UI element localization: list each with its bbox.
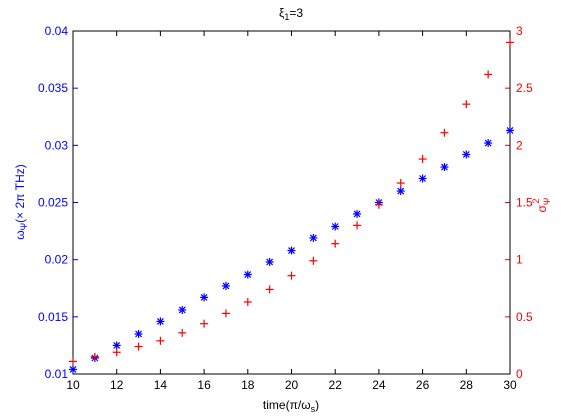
marker-stroke	[441, 163, 448, 171]
right-y-tick-label: 2.5	[516, 81, 533, 95]
asterisk-point	[462, 150, 471, 159]
x-tick-label: 24	[372, 378, 386, 392]
right-y-tick-label: 0	[516, 367, 523, 381]
plus-point	[353, 221, 362, 230]
x-axis-label: time(π/ωs)	[263, 398, 319, 414]
plus-point	[69, 357, 77, 366]
asterisk-point	[353, 209, 362, 218]
marker-stroke	[156, 317, 164, 325]
marker-stroke	[178, 306, 186, 314]
plot-area	[73, 31, 510, 374]
left-y-tick-label: 0.035	[38, 81, 68, 95]
x-tick-label: 18	[241, 378, 255, 392]
asterisk-point	[112, 341, 121, 350]
chart-title: ξ1=3	[279, 6, 303, 22]
x-tick-label: 22	[329, 378, 343, 392]
left-y-tick-label: 0.03	[45, 138, 69, 152]
plus-point	[156, 336, 165, 345]
plus-point	[462, 100, 471, 109]
asterisk-point	[134, 329, 143, 338]
asterisk-point	[200, 293, 209, 302]
plus-point	[396, 179, 405, 188]
plot-frame	[72, 30, 511, 375]
right-y-axis: 0 0.5 1 1.5 2 2.5 3	[505, 24, 533, 381]
marker-stroke	[353, 210, 361, 218]
plus-point	[90, 352, 99, 361]
marker-stroke	[113, 341, 121, 349]
right-y-tick-label: 2	[516, 138, 523, 152]
left-y-axis: 0.01 0.015 0.02 0.025 0.03 0.035 0.04	[38, 24, 78, 381]
asterisk-point	[506, 126, 514, 135]
marker-stroke	[288, 247, 295, 254]
left-y-tick-label: 0.025	[38, 196, 68, 210]
asterisk-point	[243, 270, 252, 279]
marker-stroke	[244, 271, 252, 278]
x-tick-label: 16	[197, 378, 211, 392]
marker-stroke	[397, 187, 405, 195]
marker-stroke	[266, 258, 274, 266]
right-y-tick-label: 1.5	[516, 196, 533, 210]
right-y-axis-label: σΨ2	[531, 198, 552, 213]
plus-point	[265, 285, 274, 294]
x-tick-label: 12	[110, 378, 124, 392]
plus-point	[484, 70, 493, 79]
x-tick-label: 20	[285, 378, 299, 392]
asterisk-point	[156, 317, 165, 326]
x-tick-label: 30	[503, 378, 517, 392]
left-y-tick-label: 0.04	[45, 24, 69, 38]
marker-stroke	[331, 223, 339, 230]
asterisk-point	[418, 174, 427, 183]
plus-point	[178, 328, 187, 337]
marker-stroke	[69, 366, 77, 373]
asterisk-point	[396, 187, 405, 196]
asterisk-point	[331, 222, 340, 231]
marker-stroke	[135, 330, 142, 338]
left-y-tick-label: 0.01	[45, 367, 69, 381]
asterisk-point	[221, 281, 230, 290]
x-axis: 10 12 14 16 18 20 22 24 26 28 30	[66, 31, 517, 392]
marker-stroke	[222, 282, 230, 290]
left-y-tick-label: 0.02	[45, 253, 69, 267]
plus-point	[440, 128, 449, 137]
right-y-tick-label: 0.5	[516, 310, 533, 324]
left-y-tick-label: 0.015	[38, 310, 68, 324]
marker-stroke	[462, 151, 470, 158]
marker-stroke	[419, 175, 427, 182]
asterisk-point	[178, 305, 187, 314]
sigma-series	[69, 38, 514, 366]
asterisk-point	[69, 365, 77, 374]
asterisk-point	[440, 163, 449, 172]
marker-stroke	[309, 234, 317, 242]
x-tick-label: 26	[416, 378, 430, 392]
plus-point	[221, 309, 230, 318]
plus-point	[112, 348, 121, 357]
right-y-tick-label: 1	[516, 253, 523, 267]
marker-stroke	[484, 139, 492, 147]
asterisk-point	[265, 257, 274, 266]
x-tick-label: 28	[460, 378, 474, 392]
plus-point	[134, 342, 143, 351]
asterisk-point	[287, 246, 296, 255]
asterisk-point	[484, 139, 493, 148]
marker-stroke	[506, 127, 514, 134]
plus-point	[374, 200, 383, 209]
x-tick-label: 10	[66, 378, 80, 392]
marker-stroke	[200, 293, 208, 301]
plus-point	[243, 297, 252, 306]
asterisk-point	[309, 233, 318, 242]
x-tick-label: 14	[154, 378, 168, 392]
plus-point	[287, 271, 296, 280]
right-y-tick-label: 3	[516, 24, 523, 38]
plus-point	[506, 38, 514, 47]
plus-point	[200, 319, 209, 328]
plus-point	[331, 239, 340, 248]
left-y-axis-label: ωΨ(× 2π THz)	[13, 164, 29, 240]
plus-point	[418, 155, 427, 164]
plus-point	[309, 256, 318, 265]
